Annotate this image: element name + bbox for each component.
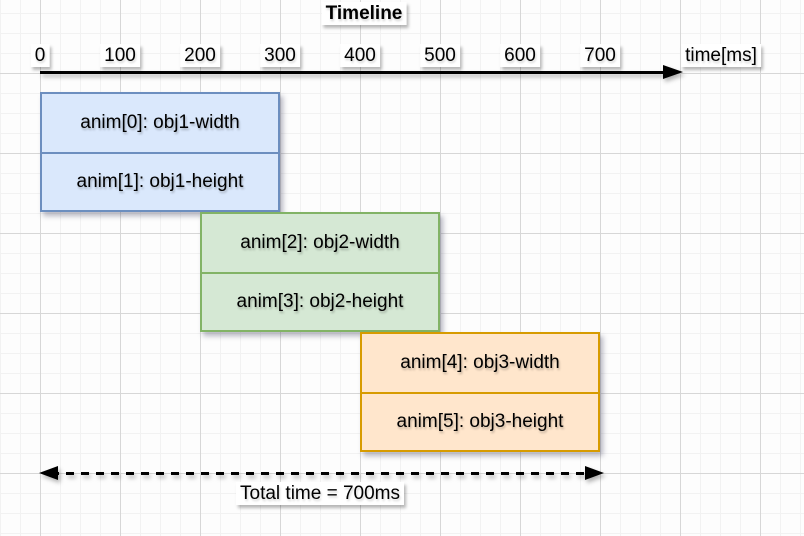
axis-tick-300: 300 [260, 44, 300, 67]
track-obj3: anim[4]: obj3-width anim[5]: obj3-height [360, 332, 600, 452]
axis-tick-500: 500 [420, 44, 460, 67]
total-time-label: Total time = 700ms [236, 482, 404, 505]
track-obj1: anim[0]: obj1-width anim[1]: obj1-height [40, 92, 280, 212]
axis-tick-200: 200 [180, 44, 220, 67]
dashed-line [51, 472, 592, 475]
axis-tick-700: 700 [580, 44, 620, 67]
axis-tick-400: 400 [340, 44, 380, 67]
anim-bar-4: anim[4]: obj3-width [400, 352, 560, 373]
diagram-title: Timeline [321, 2, 407, 25]
anim-bar-0: anim[0]: obj1-width [80, 112, 240, 133]
axis-tick-100: 100 [100, 44, 140, 67]
track-obj2: anim[2]: obj2-width anim[3]: obj2-height [200, 212, 440, 332]
anim-bar-2: anim[2]: obj2-width [240, 232, 400, 253]
anim-bar-1: anim[1]: obj1-height [42, 152, 278, 210]
axis-arrowhead-icon [663, 65, 683, 79]
arrowhead-left-icon [39, 466, 58, 480]
arrowhead-right-icon [585, 466, 604, 480]
axis-tick-0: 0 [30, 44, 50, 67]
axis-tick-600: 600 [500, 44, 540, 67]
anim-bar-3: anim[3]: obj2-height [202, 272, 438, 330]
total-time-arrow [39, 465, 604, 481]
axis-line [40, 71, 666, 74]
anim-bar-5: anim[5]: obj3-height [362, 392, 598, 450]
axis-unit-label: time[ms] [681, 44, 761, 67]
